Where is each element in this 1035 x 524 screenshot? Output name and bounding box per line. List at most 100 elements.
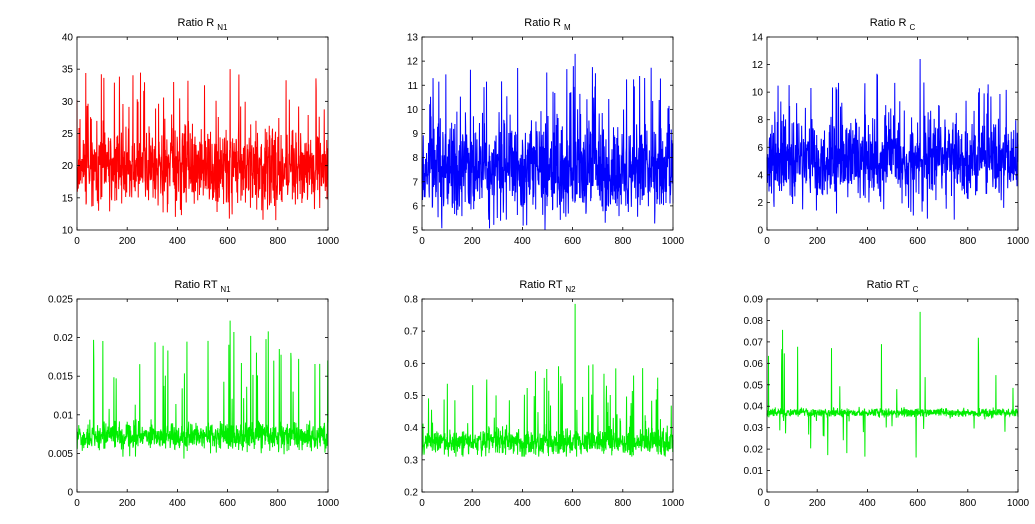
y-tick-label: 0.4 [404,423,418,434]
x-tick-label: 200 [464,498,481,509]
y-tick-label: 0 [67,488,73,499]
x-tick-label: 600 [564,498,581,509]
x-tick-label: 400 [514,236,531,247]
y-tick-label: 0.8 [404,295,418,306]
series-line [766,311,1019,458]
y-tick-label: 25 [62,129,74,140]
chart-svg: Ratio R C 0 200 400 600 800 1000 0 2 4 6 8 10 12 14 [752,17,1030,247]
y-tick-label: 0.6 [404,359,418,370]
y-tick-label: 13 [407,33,419,44]
y-tick-label: 15 [62,193,74,204]
y-tick-label: 14 [752,33,764,44]
y-tick-label: 0.005 [48,449,73,460]
x-tick-label: 600 [909,498,926,509]
series-line [421,303,674,457]
x-tick-label: 1000 [317,236,340,247]
x-tick-label: 600 [219,236,236,247]
x-tick-label: 200 [464,236,481,247]
x-tick-label: 600 [219,498,236,509]
plot-frame [766,36,1019,231]
x-tick-label: 800 [614,498,631,509]
y-tick-label: 0.06 [744,359,764,370]
y-tick-label: 0.07 [744,337,764,348]
y-tick-label: 0.02 [54,333,74,344]
y-tick-label: 0.08 [744,316,764,327]
x-tick-label: 400 [169,236,186,247]
y-tick-label: 8 [757,115,763,126]
x-tick-label: 800 [959,236,976,247]
y-tick-label: 8 [412,153,418,164]
y-tick-label: 0.05 [744,380,764,391]
y-tick-label: 0.2 [404,488,418,499]
chart-svg: Ratio R M 0 200 400 600 800 1000 5 6 7 8 9 10 11 12 13 [407,17,685,247]
x-tick-label: 200 [119,498,136,509]
y-tick-label: 0.04 [744,402,764,413]
x-tick-label: 1000 [1007,236,1030,247]
chart-ratio-rtn1: Ratio RT N1 0 200 400 600 800 1000 0 0.005 0.01 0.… [0,262,345,524]
chart-ratio-rc: Ratio R C 0 200 400 600 800 1000 0 2 4 6 8 10 12 14 [690,0,1035,262]
x-tick-label: 400 [169,498,186,509]
y-tick-label: 0 [757,226,763,237]
chart-title: Ratio R N1 [178,17,229,32]
y-tick-label: 2 [757,198,763,209]
y-tick-label: 10 [752,88,764,99]
series-line [766,59,1019,220]
chart-title: Ratio R C [870,17,916,32]
plot-frame [421,298,674,493]
y-tick-label: 6 [757,143,763,154]
y-tick-label: 0.015 [48,372,73,383]
x-tick-label: 1000 [317,498,340,509]
x-tick-label: 1000 [662,498,685,509]
x-tick-label: 800 [269,236,286,247]
plot-frame [766,298,1019,493]
y-tick-label: 5 [412,226,418,237]
x-tick-label: 800 [269,498,286,509]
x-tick-label: 1000 [662,236,685,247]
y-tick-label: 12 [752,60,764,71]
y-tick-label: 0.02 [744,445,764,456]
x-tick-label: 0 [74,498,80,509]
series-line [421,53,674,230]
x-tick-label: 1000 [1007,498,1030,509]
x-tick-label: 0 [419,236,425,247]
y-tick-label: 20 [62,161,74,172]
y-tick-label: 0.03 [744,423,764,434]
y-tick-label: 0.01 [54,410,74,421]
plot-frame [76,298,329,493]
y-tick-label: 0.5 [404,391,418,402]
y-tick-label: 30 [62,97,74,108]
chart-title: Ratio RT N1 [174,279,231,294]
y-tick-label: 12 [407,57,419,68]
y-tick-label: 11 [408,81,419,92]
chart-ratio-rtn2: Ratio RT N2 0 200 400 600 800 1000 0.2 0.3 0.4 0.5… [345,262,690,524]
x-tick-label: 0 [764,236,770,247]
y-tick-label: 10 [407,105,419,116]
chart-svg: Ratio RT N1 0 200 400 600 800 1000 0 0.005 0.01 0.… [48,279,340,509]
y-tick-label: 0.09 [744,295,764,306]
y-tick-label: 35 [62,65,74,76]
y-tick-label: 4 [757,170,763,181]
y-tick-label: 0 [757,488,763,499]
chart-svg: Ratio RT N2 0 200 400 600 800 1000 0.2 0.3 0.4 0.5… [404,279,685,509]
chart-title: Ratio RT N2 [519,279,576,294]
y-tick-label: 0.01 [744,466,764,477]
y-tick-label: 9 [412,129,418,140]
x-tick-label: 400 [859,498,876,509]
y-tick-label: 40 [62,33,74,44]
y-tick-label: 0.025 [48,295,73,306]
chart-ratio-rm: Ratio R M 0 200 400 600 800 1000 5 6 7 8 9 10 11 12 13 [345,0,690,262]
y-tick-label: 10 [62,226,74,237]
x-tick-label: 600 [909,236,926,247]
chart-title: Ratio R M [524,17,571,32]
series-line [76,69,329,221]
x-tick-label: 0 [764,498,770,509]
x-tick-label: 0 [74,236,80,247]
y-tick-label: 6 [412,201,418,212]
series-line [76,320,329,459]
x-tick-label: 400 [859,236,876,247]
y-tick-label: 7 [412,177,418,188]
x-tick-label: 800 [959,498,976,509]
x-tick-label: 200 [809,236,826,247]
chart-ratio-rtc: Ratio RT C 0 200 400 600 800 1000 0 0.01 0.02 0.03… [690,262,1035,524]
